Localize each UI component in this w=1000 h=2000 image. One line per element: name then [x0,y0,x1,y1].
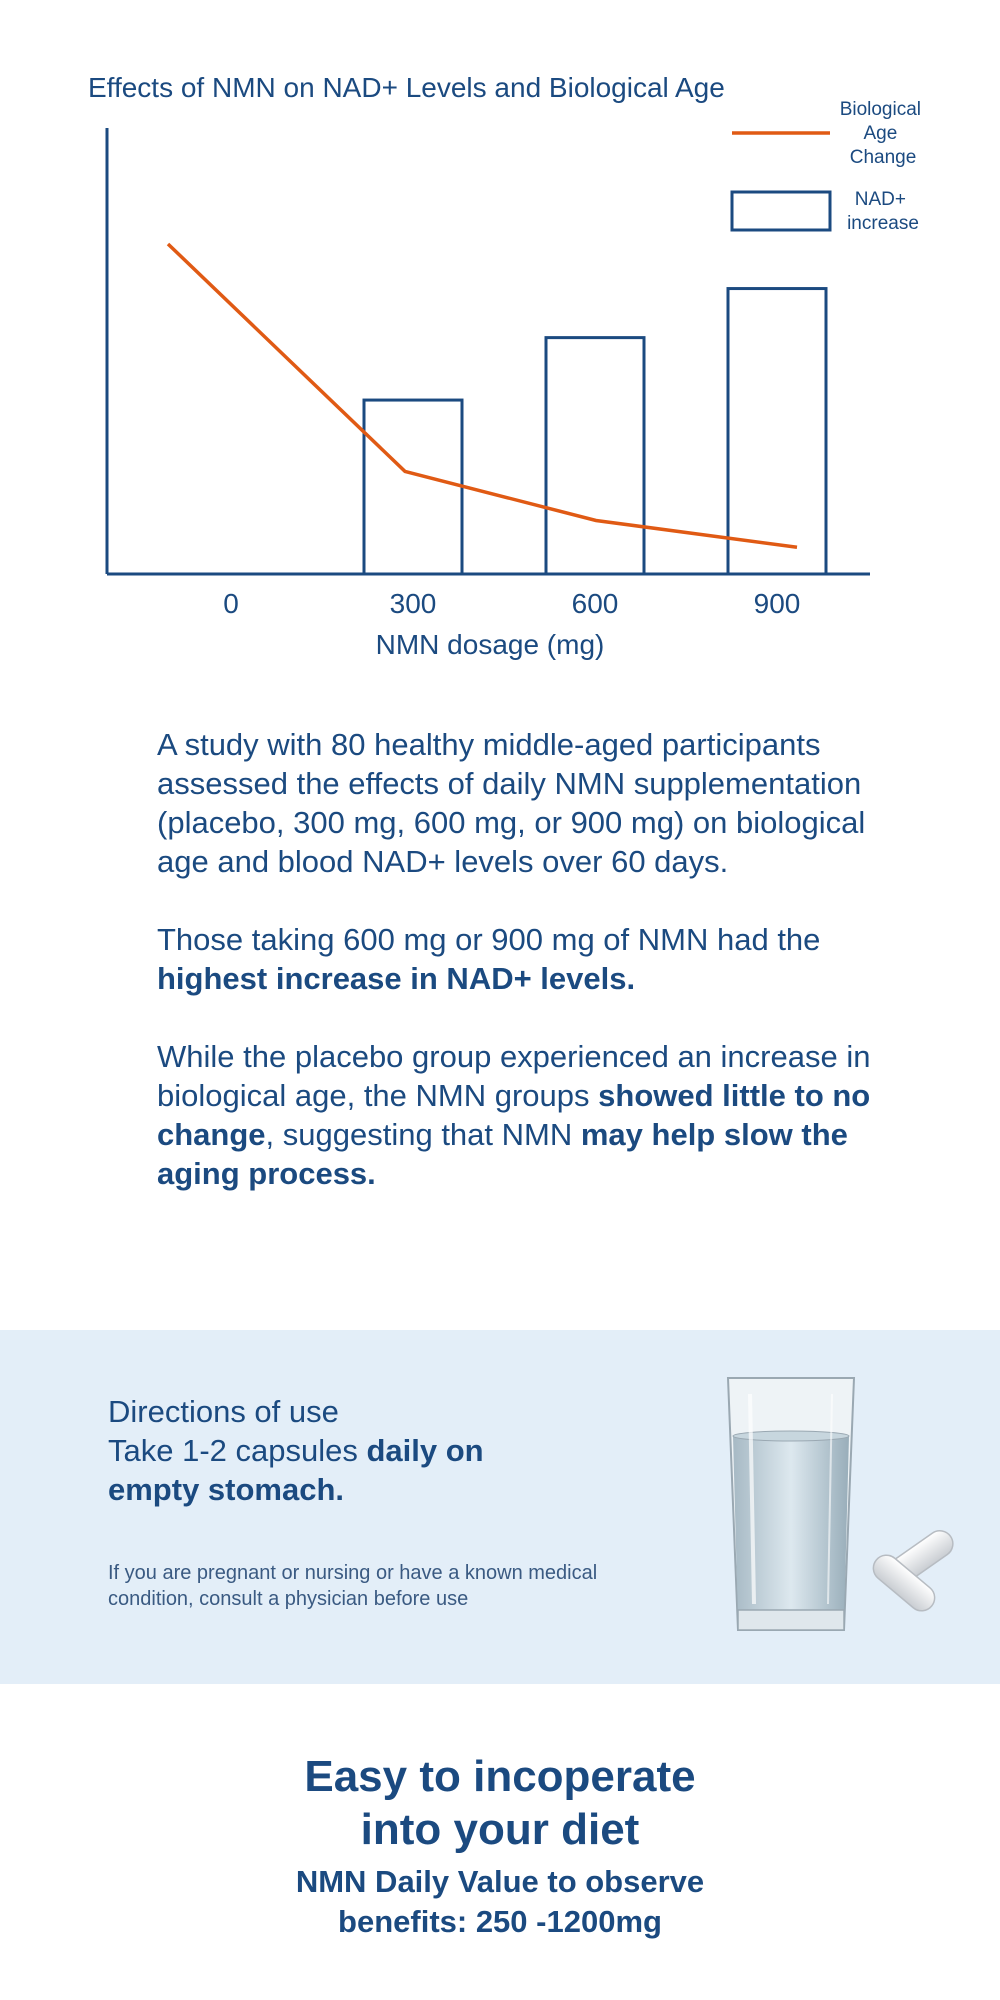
water-glass-icon [726,1377,856,1631]
nad-bar-600 [544,336,646,576]
directions-title: Directions of use [108,1394,339,1429]
capsules-icon [872,1530,954,1612]
study-paragraph-3: While the placebo group experienced an i… [157,1037,917,1193]
diet-section: Easy to incoperate into your diet NMN Da… [0,1750,1000,1942]
diet-headline-line-2: into your diet [360,1805,640,1854]
study-text: Those taking 600 mg or 900 mg of NMN had… [157,922,821,957]
directions-panel: Directions of use Take 1-2 capsules dail… [0,1330,1000,1684]
directions-text-normal: Take 1-2 capsules [108,1433,367,1468]
study-highlight: may help slow the aging process. [157,1117,848,1191]
study-highlight: showed little to no change [157,1078,871,1152]
study-text: While the placebo group experienced an i… [157,1039,871,1113]
study-description: A study with 80 healthy middle-aged part… [157,725,917,1232]
glass-and-capsules [726,1377,954,1631]
nad-bar-900 [726,287,828,576]
chart-title: Effects of NMN on NAD+ Levels and Biolog… [88,72,725,103]
study-text: , suggesting that NMN [265,1117,581,1152]
directions-text-bold: daily on empty stomach. [108,1433,484,1507]
diet-headline-line-1: Easy to incoperate [304,1752,696,1801]
daily-value-text: NMN Daily Value to observe benefits: 250… [295,1864,705,1939]
x-tick-labels: 0 300 600 900 [223,588,800,619]
legend-bar-swatch [730,190,832,232]
x-axis-label: NMN dosage (mg) [376,629,605,660]
legend-label-nad: NAD+ increase [847,189,919,234]
diet-headline: Easy to incoperate into your diet [0,1750,1000,1856]
x-tick-label: 0 [223,588,239,619]
bars-group [362,287,828,576]
biological-age-line [166,242,798,549]
x-tick-label: 600 [572,588,619,619]
chart-svg: Effects of NMN on NAD+ Levels and Biolog… [88,72,927,660]
nmn-chart: Effects of NMN on NAD+ Levels and Biolog… [0,0,1000,690]
directions-note: If you are pregnant or nursing or have a… [108,1562,598,1610]
study-highlight: highest increase in NAD+ levels. [157,961,636,996]
legend-label-age: Biological Age Change [840,99,927,168]
study-paragraph-1: A study with 80 healthy middle-aged part… [157,727,866,879]
nad-bar-300 [362,398,464,576]
x-tick-label: 900 [754,588,801,619]
study-paragraph-2: Those taking 600 mg or 900 mg of NMN had… [157,920,917,998]
directions-text: Take 1-2 capsules daily on empty stomach… [108,1431,578,1509]
x-tick-label: 300 [390,588,437,619]
